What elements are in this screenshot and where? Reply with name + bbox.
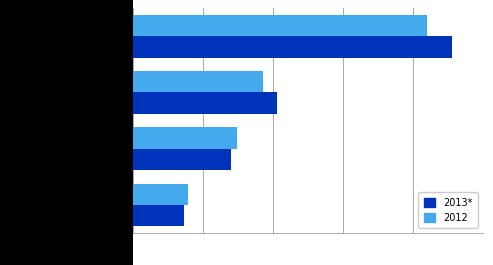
Bar xyxy=(133,127,237,149)
Bar xyxy=(133,71,263,92)
Bar xyxy=(133,149,231,170)
Bar xyxy=(133,205,183,226)
Bar xyxy=(133,184,188,205)
Bar xyxy=(133,15,427,36)
Bar xyxy=(133,92,277,114)
Bar xyxy=(133,36,452,58)
Legend: 2013*, 2012: 2013*, 2012 xyxy=(418,192,478,228)
